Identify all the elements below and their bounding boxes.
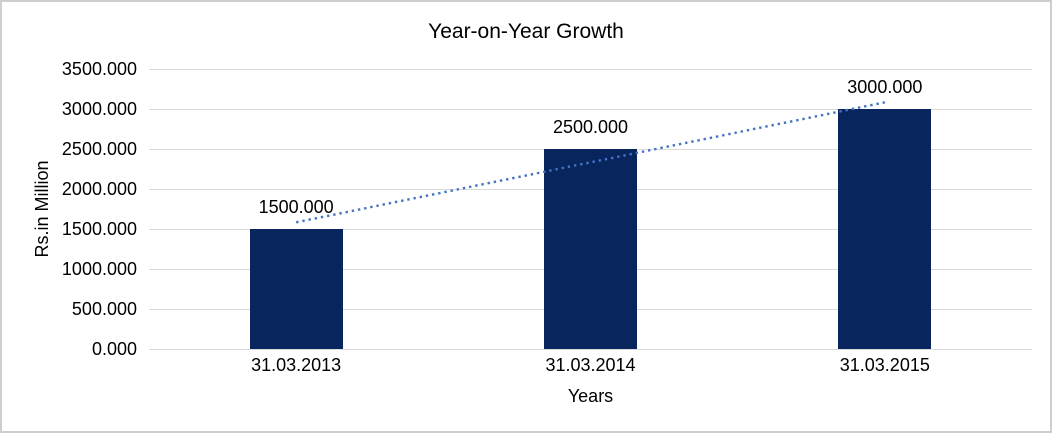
data-label: 3000.000 [847,77,923,97]
y-tick-label: 2000.000 [61,179,137,199]
y-tick-label: 1500.000 [61,219,137,239]
chart-title: Year-on-Year Growth [428,20,624,43]
y-tick-label: 3000.000 [61,99,137,119]
y-tick-label: 0.000 [91,339,137,359]
y-tick-label: 1000.000 [61,259,137,279]
plot-area: 1500.000 2500.000 3000.000 [149,69,1032,350]
y-tick-label: 2500.000 [61,139,137,159]
x-tick-label: 31.03.2014 [545,355,636,375]
x-axis-line [149,349,1032,350]
x-tick-label: 31.03.2013 [251,355,342,375]
x-tick-label: 31.03.2015 [839,355,930,375]
bar-31.03.2013 [249,229,343,349]
y-axis-title: Rs.in Million [32,160,52,258]
bar-31.03.2015 [838,109,932,349]
y-tick-label: 3500.000 [61,59,137,79]
gridline [149,109,1032,110]
data-label: 1500.000 [258,197,334,217]
data-label: 2500.000 [552,117,629,137]
gridline [149,69,1032,70]
x-axis-title: Years [567,386,614,406]
y-tick-label: 500.000 [71,299,137,319]
bar-31.03.2014 [544,149,637,349]
